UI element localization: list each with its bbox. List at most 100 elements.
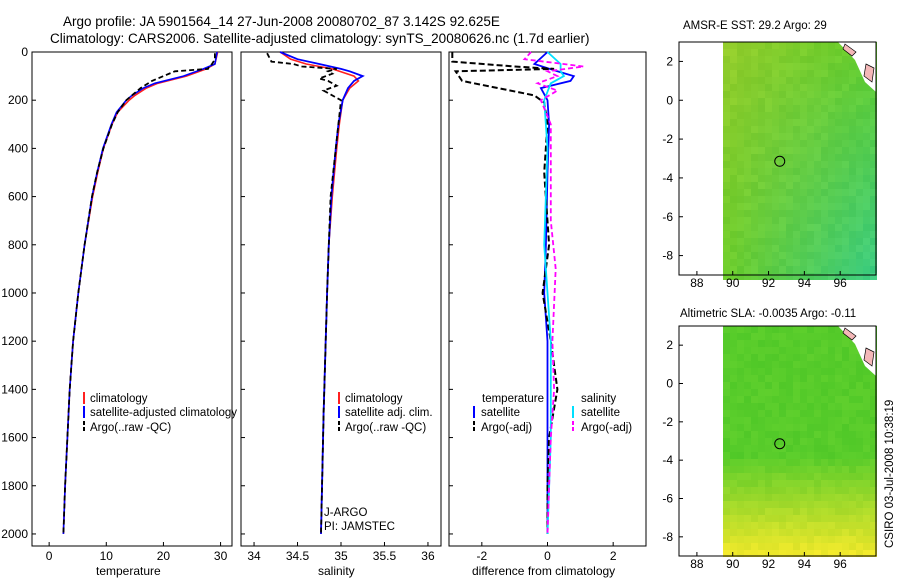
map-cell bbox=[856, 494, 863, 501]
map-cell bbox=[821, 466, 828, 473]
map-cell bbox=[849, 147, 856, 154]
map-cell bbox=[821, 189, 828, 196]
map-cell bbox=[772, 382, 779, 389]
map-cell bbox=[751, 340, 758, 347]
map-cell bbox=[863, 501, 870, 508]
map-cell bbox=[737, 403, 744, 410]
map-cell bbox=[800, 154, 807, 161]
map-cell bbox=[758, 333, 765, 340]
profile-curves bbox=[62, 51, 584, 535]
map-cell bbox=[772, 42, 779, 49]
land-mask bbox=[838, 42, 876, 92]
map-cell bbox=[835, 389, 842, 396]
map-cell bbox=[786, 77, 793, 84]
map-cell bbox=[814, 147, 821, 154]
map-cell bbox=[758, 224, 765, 231]
map-cell bbox=[856, 91, 863, 98]
map-cell bbox=[758, 347, 765, 354]
map-cell bbox=[835, 459, 842, 466]
map-cell bbox=[772, 417, 779, 424]
map-cell bbox=[842, 480, 849, 487]
map-cell bbox=[779, 396, 786, 403]
map-cell bbox=[807, 98, 814, 105]
map-cell bbox=[814, 154, 821, 161]
map-cell bbox=[870, 175, 877, 182]
map-cell bbox=[835, 361, 842, 368]
map-cell bbox=[821, 245, 828, 252]
map-cell bbox=[751, 529, 758, 536]
map-cell bbox=[737, 480, 744, 487]
map-cell bbox=[737, 375, 744, 382]
map-cell bbox=[723, 231, 730, 238]
map-cell bbox=[870, 529, 877, 536]
map-cell bbox=[814, 340, 821, 347]
map-cell bbox=[723, 161, 730, 168]
map-cell bbox=[723, 403, 730, 410]
map-cell bbox=[807, 382, 814, 389]
x-tick-label: 30 bbox=[214, 549, 228, 563]
map-cell bbox=[849, 133, 856, 140]
map-y-tick-label: -8 bbox=[662, 530, 673, 544]
map-cell bbox=[828, 508, 835, 515]
map-cell bbox=[814, 91, 821, 98]
map-cell bbox=[730, 466, 737, 473]
map-cell bbox=[807, 147, 814, 154]
map-cell bbox=[863, 273, 870, 280]
map-cell bbox=[744, 550, 751, 557]
map-cell bbox=[835, 340, 842, 347]
map-cell bbox=[744, 543, 751, 550]
map-cell bbox=[779, 196, 786, 203]
map-cell bbox=[800, 543, 807, 550]
map-cell bbox=[814, 231, 821, 238]
map-cell bbox=[723, 259, 730, 266]
map-cell bbox=[842, 245, 849, 252]
map-cell bbox=[786, 375, 793, 382]
depth-tick-label: 200 bbox=[8, 93, 28, 107]
map-cell bbox=[744, 77, 751, 84]
map-cell bbox=[786, 217, 793, 224]
map-cell bbox=[758, 354, 765, 361]
map-cell bbox=[793, 112, 800, 119]
map-cell bbox=[807, 77, 814, 84]
map-cell bbox=[814, 210, 821, 217]
map-cell bbox=[814, 410, 821, 417]
sst-map bbox=[679, 42, 877, 280]
map-cell bbox=[737, 333, 744, 340]
map-x-tick-label: 90 bbox=[726, 276, 740, 290]
map-cell bbox=[856, 196, 863, 203]
float-pi-note: PI: JAMSTEC bbox=[324, 521, 395, 533]
map-cell bbox=[863, 424, 870, 431]
map-cell bbox=[779, 340, 786, 347]
map-cell bbox=[744, 536, 751, 543]
map-cell bbox=[751, 196, 758, 203]
map-cell bbox=[765, 203, 772, 210]
map-y-tick-label: -4 bbox=[662, 453, 673, 467]
map-cell bbox=[772, 147, 779, 154]
map-cell bbox=[835, 410, 842, 417]
map-cell bbox=[828, 403, 835, 410]
map-cell bbox=[765, 410, 772, 417]
map-cell bbox=[863, 259, 870, 266]
map-cell bbox=[765, 536, 772, 543]
map-cell bbox=[849, 473, 856, 480]
map-cell bbox=[807, 91, 814, 98]
map-cell bbox=[786, 56, 793, 63]
map-cell bbox=[758, 375, 765, 382]
map-cell bbox=[856, 245, 863, 252]
map-cell bbox=[723, 459, 730, 466]
map-cell bbox=[856, 77, 863, 84]
map-cell bbox=[737, 466, 744, 473]
map-cell bbox=[786, 410, 793, 417]
depth-tick-label: 1000 bbox=[1, 286, 28, 300]
map-cell bbox=[772, 501, 779, 508]
map-cell bbox=[737, 203, 744, 210]
map-cell bbox=[821, 445, 828, 452]
map-cell bbox=[793, 424, 800, 431]
map-cell bbox=[779, 126, 786, 133]
island bbox=[842, 43, 857, 57]
map-cell bbox=[751, 543, 758, 550]
land-mask bbox=[838, 326, 876, 376]
map-cell bbox=[856, 459, 863, 466]
argo-position-marker bbox=[774, 155, 786, 167]
map-cell bbox=[800, 361, 807, 368]
